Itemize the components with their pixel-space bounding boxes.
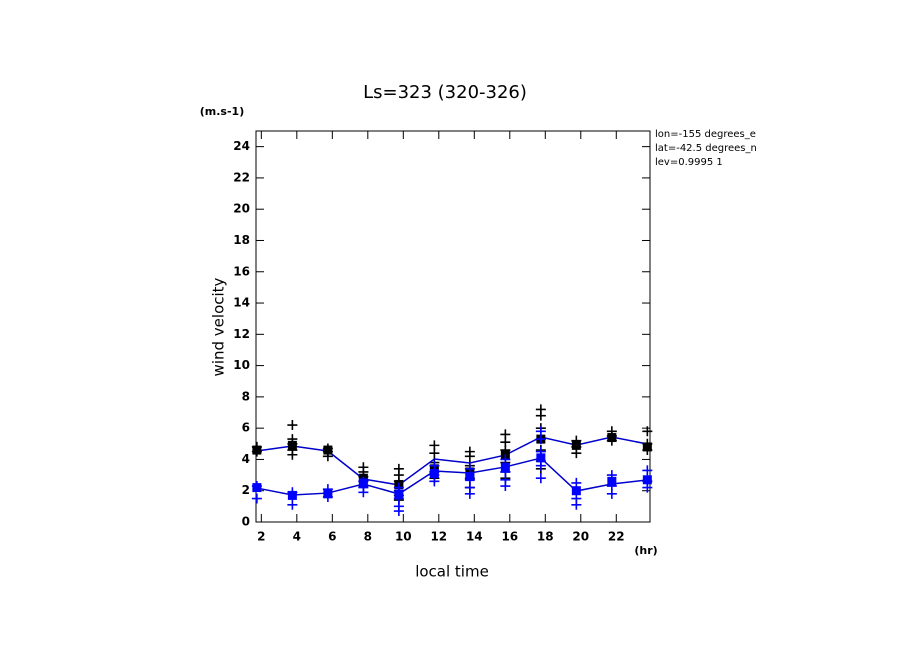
square-marker — [287, 490, 297, 500]
x-tick-label: 2 — [257, 530, 265, 544]
sample-cross — [535, 473, 546, 484]
square-marker — [642, 442, 652, 452]
y-tick-label: 12 — [233, 327, 250, 341]
x-tick-label: 4 — [293, 530, 301, 544]
annotation: lev=0.9995 1 — [655, 157, 723, 168]
y-tick-label: 20 — [233, 202, 250, 216]
x-tick-label: 12 — [430, 530, 447, 544]
y-tick-label: 6 — [242, 421, 250, 435]
square-marker — [323, 445, 333, 455]
square-marker — [429, 469, 439, 479]
x-tick-label: 22 — [608, 530, 625, 544]
y-tick-label: 0 — [242, 515, 250, 529]
y-tick-label: 22 — [233, 170, 250, 184]
square-marker — [571, 486, 581, 496]
plot-frame — [255, 130, 651, 523]
y-tick-label: 16 — [233, 264, 250, 278]
sample-cross — [464, 451, 475, 462]
x-tick-label: 16 — [501, 530, 518, 544]
sample-cross — [642, 426, 653, 437]
y-tick-label: 2 — [242, 483, 250, 497]
square-marker — [358, 478, 368, 488]
x-tick-label: 14 — [466, 530, 483, 544]
annotation: lat=-42.5 degrees_n — [655, 143, 757, 154]
x-tick-label: 6 — [328, 530, 336, 544]
sample-cross — [287, 499, 298, 510]
y-tick-label: 18 — [233, 233, 250, 247]
x-tick-label: 18 — [537, 530, 554, 544]
square-marker — [465, 472, 475, 482]
sample-cross — [287, 420, 298, 431]
annotations: lon=-155 degrees_e lat=-42.5 degrees_n l… — [655, 129, 757, 168]
square-marker — [323, 489, 333, 499]
x-tick-label: 10 — [395, 530, 412, 544]
x-tick-label: 8 — [364, 530, 372, 544]
y-tick-label: 10 — [233, 358, 250, 372]
square-marker — [642, 475, 652, 485]
y-tick-label: 8 — [242, 389, 250, 403]
x-axis-title: local time — [415, 563, 489, 581]
y-tick-label: 24 — [233, 139, 250, 153]
square-marker — [607, 476, 617, 486]
square-marker — [536, 453, 546, 463]
series-line — [256, 436, 648, 486]
sample-cross — [464, 488, 475, 499]
series-line — [256, 457, 648, 496]
sample-cross — [500, 481, 511, 492]
sample-cross — [358, 487, 369, 498]
y-axis-title: wind velocity — [210, 277, 228, 376]
x-tick-label: 20 — [572, 530, 589, 544]
sample-cross — [393, 506, 404, 517]
y-tick-label: 14 — [233, 296, 250, 310]
square-marker — [394, 489, 404, 499]
chart-title: Ls=323 (320-326) — [363, 82, 527, 103]
sample-cross — [535, 410, 546, 421]
sample-cross — [571, 499, 582, 510]
sample-cross — [642, 465, 653, 476]
sample-cross — [535, 434, 546, 445]
y-unit-label: (m.s-1) — [200, 105, 244, 118]
sample-cross — [251, 493, 262, 504]
annotation: lon=-155 degrees_e — [655, 129, 756, 140]
sample-cross — [606, 488, 617, 499]
square-marker — [287, 440, 297, 450]
square-marker — [607, 433, 617, 443]
square-marker — [571, 440, 581, 450]
square-marker — [252, 483, 262, 493]
sample-cross — [287, 449, 298, 460]
y-tick-label: 4 — [242, 452, 250, 466]
square-marker — [252, 445, 262, 455]
x-unit-label: (hr) — [634, 544, 657, 557]
sample-cross — [429, 448, 440, 459]
square-marker — [500, 462, 510, 472]
